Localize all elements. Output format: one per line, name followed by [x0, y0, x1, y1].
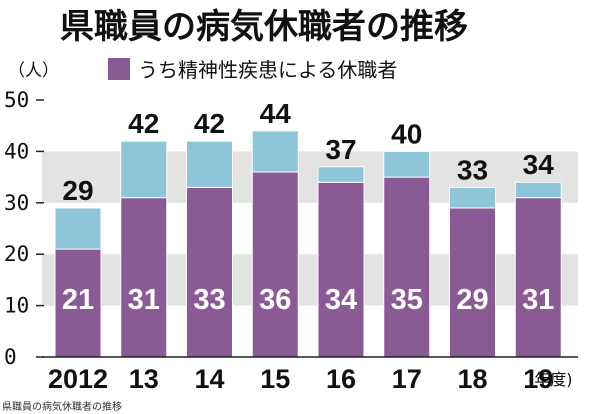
- y-tick-label: 30: [4, 191, 29, 215]
- x-tick-label: 18: [457, 364, 487, 394]
- y-tick-label: 40: [4, 139, 29, 163]
- bar-segment-mental: [186, 186, 233, 358]
- y-tick-label: 0: [4, 345, 17, 369]
- bar-total-label: 40: [391, 118, 422, 149]
- bar-total-label: 29: [62, 175, 93, 206]
- x-tick-label: 19: [523, 364, 553, 394]
- bar-segment-other: [54, 207, 102, 250]
- bar-value-label: 31: [128, 284, 160, 316]
- bar-segment-mental: [514, 197, 562, 358]
- bar-segment-other: [449, 186, 496, 209]
- bar-segment-mental: [251, 171, 299, 358]
- bar-value-label: 34: [325, 284, 357, 316]
- bar-value-label: 33: [193, 284, 225, 316]
- x-tick-label: 15: [260, 364, 290, 394]
- bar-total-label: 42: [194, 108, 225, 139]
- y-tick-label: 20: [4, 242, 29, 266]
- bar-total-label: 33: [457, 154, 488, 185]
- bar-segment-other: [317, 166, 365, 183]
- bar-segment-other: [120, 140, 168, 199]
- y-unit-label: （人）: [8, 61, 59, 81]
- bar-segment-other: [383, 150, 431, 178]
- bar-segment-mental: [449, 207, 496, 358]
- bar-total-label: 34: [523, 149, 555, 180]
- bar-total-label: 42: [128, 108, 159, 139]
- bar-value-label: 29: [456, 284, 488, 316]
- y-tick-label: 10: [4, 294, 29, 318]
- caption: 県職員の病気休職者の推移: [2, 400, 122, 413]
- bar-value-label: 36: [259, 284, 291, 316]
- bars: 21 29 31 42 33 42 36 44 34 37 35 40 29 33 31 34: [54, 98, 562, 358]
- legend-swatch: [108, 58, 130, 80]
- x-tick-label: 2012: [48, 364, 108, 394]
- bar-value-label: 21: [62, 284, 94, 316]
- bar-segment-mental: [317, 181, 365, 358]
- chart-title: 県職員の病気休職者の推移: [60, 7, 468, 47]
- bar-segment-mental: [120, 197, 168, 358]
- y-tick-label: 50: [4, 88, 29, 112]
- x-unit-label: (年度): [528, 370, 573, 389]
- bar-segment-other: [514, 181, 562, 199]
- bar-total-label: 37: [325, 134, 356, 165]
- bar-segment-mental: [383, 176, 431, 358]
- y-axis: 0 10 20 30 40 50: [4, 88, 44, 369]
- legend-label: うち精神性疾患による休職者: [138, 58, 397, 82]
- bar-total-label: 44: [260, 98, 292, 129]
- x-axis: 2012 13 14 15 16 17 18 19: [48, 364, 553, 394]
- bar-segment-other: [186, 140, 233, 188]
- x-tick-label: 14: [194, 364, 224, 394]
- bar-value-label: 35: [391, 284, 423, 316]
- bar-segment-other: [251, 130, 299, 173]
- x-tick-label: 17: [392, 364, 422, 394]
- x-tick-label: 13: [129, 364, 159, 394]
- x-tick-label: 16: [326, 364, 356, 394]
- bar-value-label: 31: [522, 284, 554, 316]
- bar-segment-mental: [54, 248, 102, 358]
